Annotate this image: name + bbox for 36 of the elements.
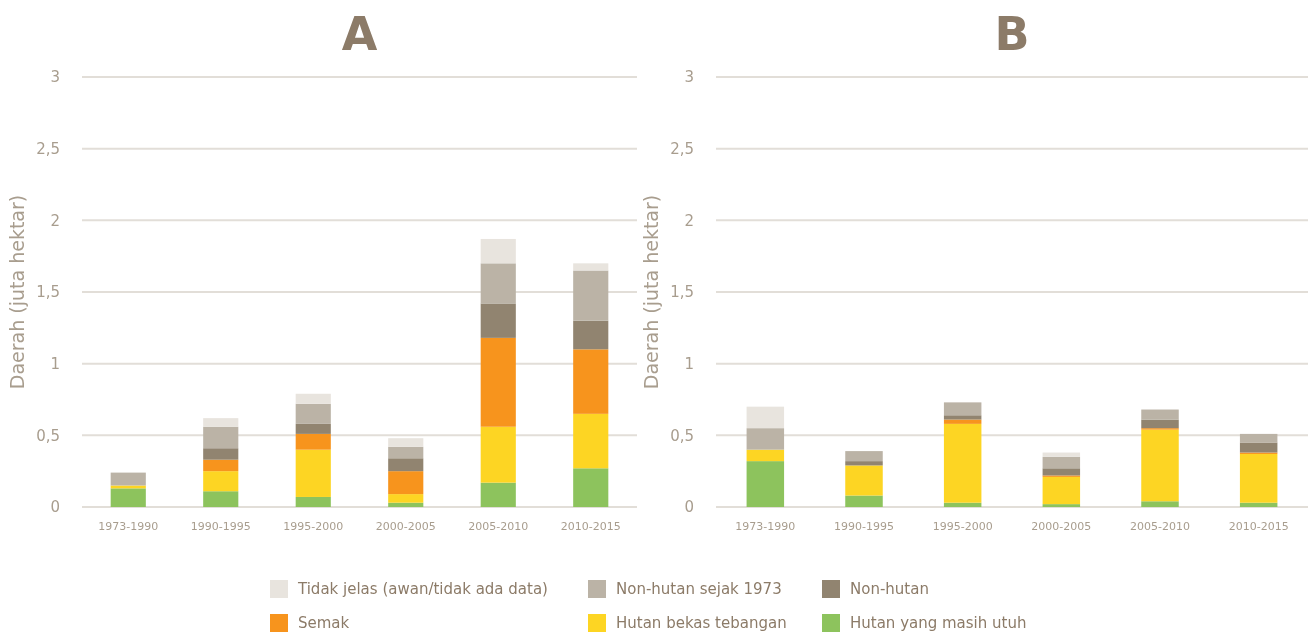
- chart-title: B: [994, 7, 1030, 61]
- x-tick-label: 2000-2005: [1031, 520, 1092, 533]
- y-tick-label: 3: [684, 68, 694, 87]
- y-tick-label: 0,5: [36, 426, 60, 445]
- y-tick-label: 0: [50, 498, 60, 517]
- x-tick-label: 1973-1990: [98, 520, 159, 533]
- y-tick-label: 2,5: [670, 139, 694, 158]
- y-tick-label: 0,5: [670, 426, 694, 445]
- x-tick-label: 2000-2005: [375, 520, 436, 533]
- legend-label: Semak: [298, 614, 350, 633]
- x-tick-label: 1990-1995: [190, 520, 251, 533]
- legend-label: Tidak jelas (awan/tidak ada data): [297, 580, 548, 599]
- y-tick-label: 1,5: [670, 283, 694, 302]
- y-axis-title: Daerah (juta hektar): [6, 194, 28, 390]
- legend-label: Hutan yang masih utuh: [850, 614, 1027, 633]
- legend-label: Non-hutan sejak 1973: [616, 580, 782, 599]
- x-tick-label: 2010-2015: [560, 520, 621, 533]
- y-tick-label: 0: [684, 498, 694, 517]
- y-tick-label: 3: [50, 68, 60, 87]
- x-tick-label: 1995-2000: [283, 520, 344, 533]
- chart-title: A: [341, 7, 378, 61]
- y-tick-label: 2: [684, 211, 694, 230]
- x-tick-label: 2005-2010: [468, 520, 529, 533]
- x-tick-label: 2010-2015: [1228, 520, 1289, 533]
- legend-label: Non-hutan: [850, 580, 929, 599]
- x-tick-label: 1995-2000: [932, 520, 993, 533]
- y-tick-label: 2,5: [36, 139, 60, 158]
- x-tick-label: 2005-2010: [1130, 520, 1190, 533]
- y-tick-label: 1: [50, 354, 60, 373]
- x-tick-label: 1973-1990: [735, 520, 796, 533]
- legend-label: Hutan bekas tebangan: [616, 614, 787, 633]
- x-tick-label: 1990-1995: [834, 520, 894, 533]
- y-tick-label: 2: [50, 211, 60, 230]
- y-tick-label: 1,5: [36, 283, 60, 302]
- y-axis-title: Daerah (juta hektar): [640, 194, 662, 390]
- y-tick-label: 1: [684, 354, 694, 373]
